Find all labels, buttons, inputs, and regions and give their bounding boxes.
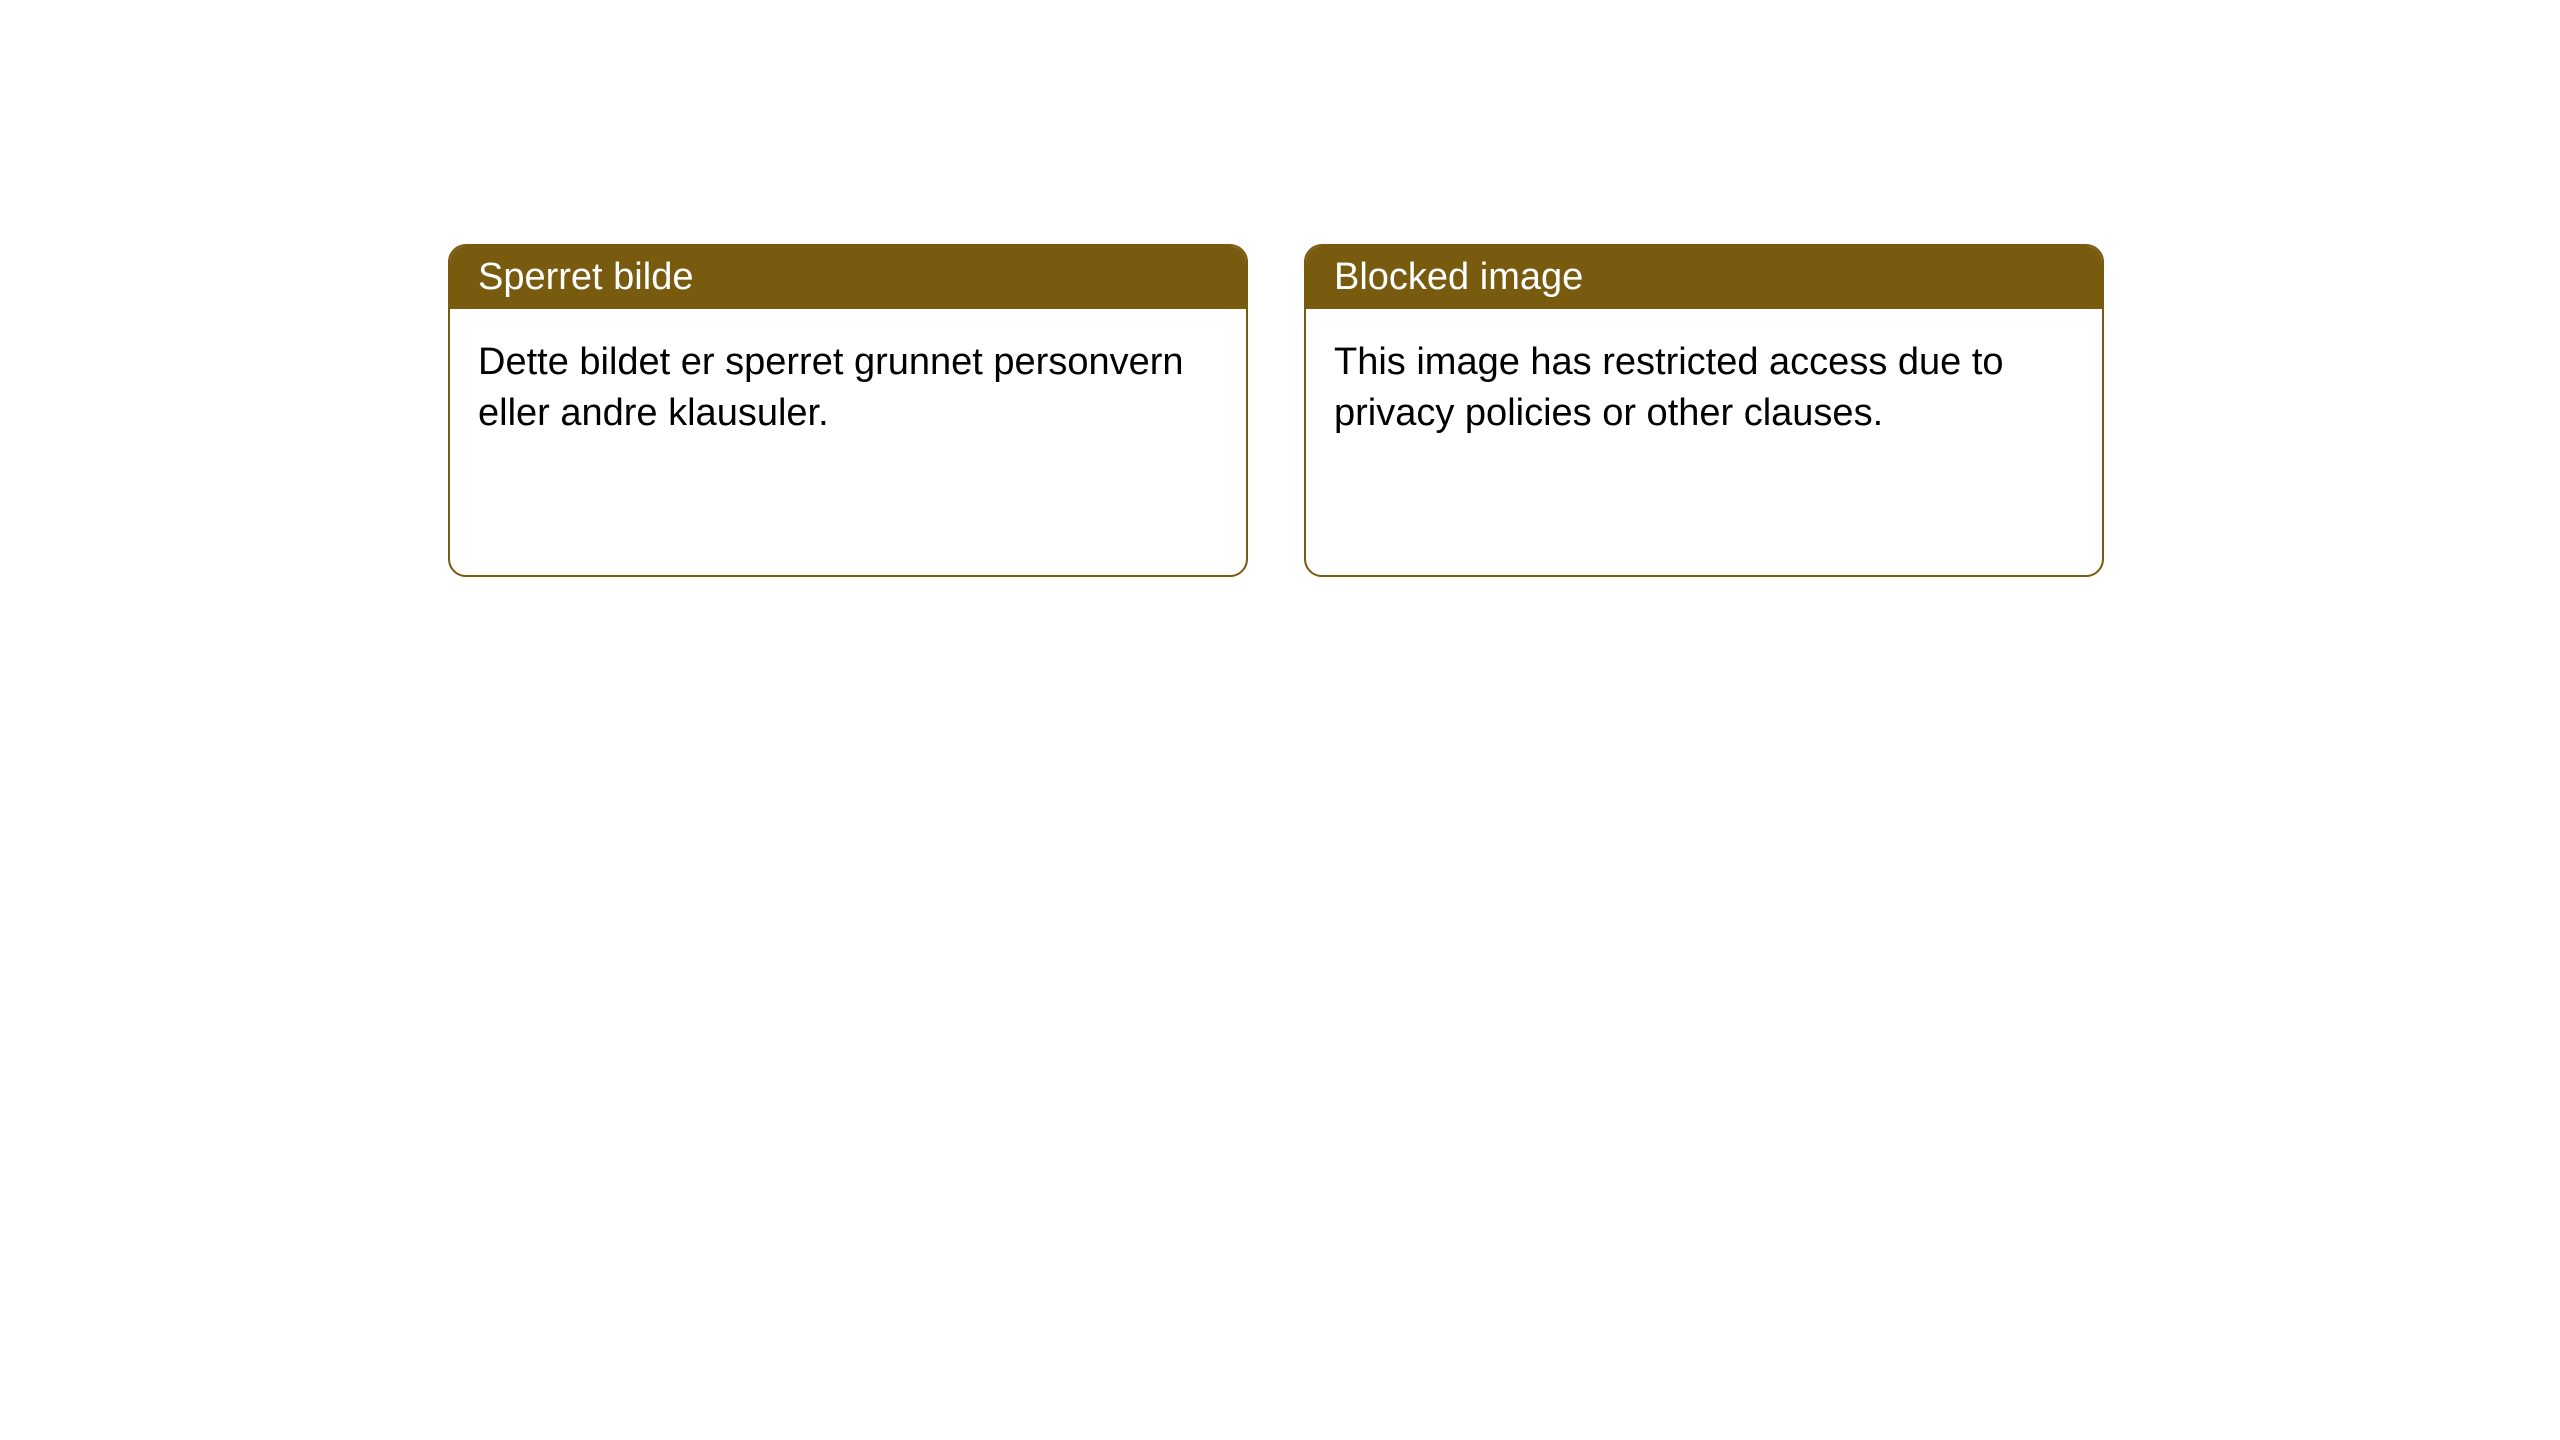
card-header-english: Blocked image [1306,246,2102,309]
card-body-text: Dette bildet er sperret grunnet personve… [478,341,1184,434]
notice-cards-row: Sperret bilde Dette bildet er sperret gr… [0,0,2560,577]
card-title: Sperret bilde [478,256,693,298]
notice-card-english: Blocked image This image has restricted … [1304,244,2104,577]
card-header-norwegian: Sperret bilde [450,246,1246,309]
card-title: Blocked image [1334,256,1583,298]
card-body-norwegian: Dette bildet er sperret grunnet personve… [450,309,1246,468]
card-body-english: This image has restricted access due to … [1306,309,2102,468]
card-body-text: This image has restricted access due to … [1334,341,2004,434]
notice-card-norwegian: Sperret bilde Dette bildet er sperret gr… [448,244,1248,577]
